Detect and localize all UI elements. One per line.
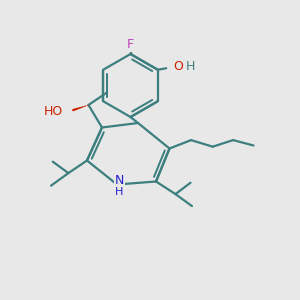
Text: HO: HO — [44, 105, 63, 119]
Text: H: H — [115, 187, 124, 197]
Text: O: O — [173, 60, 183, 73]
Text: H: H — [186, 60, 195, 73]
Text: F: F — [127, 38, 134, 51]
Text: N: N — [115, 174, 124, 188]
